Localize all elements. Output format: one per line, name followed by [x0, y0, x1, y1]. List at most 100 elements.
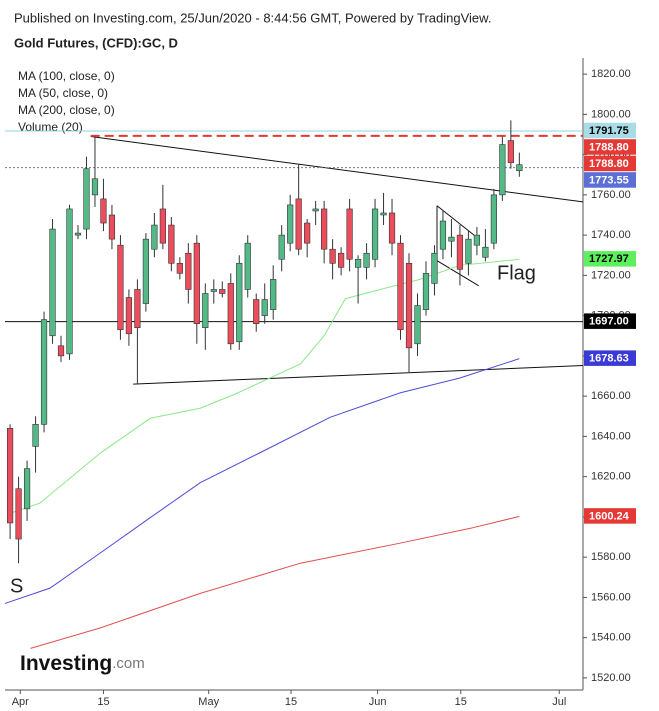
price-label-box	[584, 508, 636, 524]
candle-body	[304, 222, 311, 244]
candle-body	[329, 248, 336, 264]
candle-body	[312, 208, 319, 212]
candle-body	[354, 258, 362, 268]
trend-line	[436, 205, 479, 240]
price-label: 1727.97	[589, 253, 629, 265]
candle-body	[40, 319, 48, 425]
candle-body	[134, 289, 141, 329]
candle-body	[380, 212, 387, 216]
y-tick-label: 1520.00	[591, 672, 631, 684]
y-tick-label: 1740.00	[591, 229, 631, 241]
legend-entry: MA (200, close, 0)	[18, 103, 115, 117]
candle-body	[439, 220, 447, 250]
candle-body	[499, 144, 506, 196]
legend-entry: Volume (20)	[18, 120, 83, 134]
candle-body	[244, 242, 251, 290]
x-tick-label: Jun	[369, 696, 387, 708]
candle-body	[397, 242, 404, 331]
candle-body	[363, 252, 370, 268]
candle-body	[253, 299, 260, 324]
trend-line	[133, 365, 584, 385]
candle-body	[261, 299, 268, 316]
y-tick-label: 1580.00	[591, 551, 631, 563]
y-tick-label: 1720.00	[591, 269, 631, 281]
candle-body	[414, 305, 421, 345]
candle-body	[15, 488, 22, 540]
trend-line	[436, 260, 479, 287]
price-label: 1788.80	[589, 158, 629, 170]
candle-body	[321, 208, 328, 250]
candle-body	[295, 198, 302, 250]
x-tick-label: Apr	[12, 696, 29, 708]
candle-body	[236, 262, 243, 343]
candle-body	[422, 273, 430, 310]
y-tick-label: 1820.00	[591, 68, 631, 80]
logo-suffix: .com	[112, 655, 145, 672]
candle-body	[210, 289, 217, 292]
candle-body	[168, 224, 175, 264]
price-label: 1773.55	[589, 174, 629, 186]
price-label-box	[584, 313, 636, 329]
ma-line	[30, 515, 520, 649]
ma-line	[9, 258, 520, 514]
candle-body	[185, 252, 192, 290]
price-label-box	[584, 155, 636, 172]
x-tick-label: 15	[455, 696, 467, 708]
y-tick-label: 1760.00	[591, 189, 631, 201]
y-tick-label: 1640.00	[591, 430, 631, 442]
candle-body	[448, 236, 455, 242]
candle-body	[388, 212, 396, 244]
candle-body	[193, 242, 200, 324]
candle-body	[117, 244, 124, 331]
annotation: S	[10, 575, 23, 597]
candle-body	[83, 168, 90, 230]
y-tick-label: 1560.00	[591, 591, 631, 603]
price-label: 1678.63	[589, 353, 629, 365]
candle-body	[151, 224, 158, 250]
candle-body	[278, 234, 285, 260]
y-tick-label: 1540.00	[591, 632, 631, 644]
candle-body	[482, 246, 489, 258]
price-label-box	[584, 172, 636, 188]
logo-name: Investing	[20, 652, 112, 675]
candle-body	[227, 283, 234, 345]
y-tick-label: 1620.00	[591, 471, 631, 483]
candle-body	[456, 234, 464, 270]
candle-body	[405, 262, 413, 349]
candle-body	[270, 279, 277, 310]
price-label: 1788.80	[589, 141, 629, 153]
annotation: Flag	[497, 262, 536, 284]
candle-body	[108, 214, 116, 240]
logo: Investing.com	[20, 652, 145, 675]
candle-body	[32, 424, 39, 447]
candle-body	[6, 428, 14, 524]
y-tick-label: 1660.00	[591, 390, 631, 402]
header: Published on Investing.com, 25/Jun/2020 …	[14, 10, 491, 25]
candle-body	[159, 208, 166, 244]
x-tick-label: Jul	[552, 696, 566, 708]
candle-body	[371, 208, 379, 260]
candle-body	[473, 234, 481, 246]
ma-line	[4, 358, 520, 604]
legend-entry: MA (50, close, 0)	[18, 86, 108, 100]
candle-body	[176, 262, 183, 274]
price-label-box	[584, 122, 636, 139]
price-label: 1791.75	[589, 125, 629, 137]
candle-body	[100, 198, 107, 224]
candle-body	[66, 208, 73, 355]
candle-body	[516, 164, 523, 172]
legend-entry: MA (100, close, 0)	[18, 69, 115, 83]
candle-body	[338, 252, 345, 268]
candle-body	[202, 293, 209, 329]
price-label-box	[584, 350, 636, 366]
y-tick-label: 1800.00	[591, 108, 631, 120]
candle-body	[57, 345, 65, 357]
chart-title: Gold Futures, (CFD):GC, D	[14, 35, 178, 50]
candle-body	[23, 468, 31, 510]
price-label: 1697.00	[589, 316, 629, 328]
price-label-box	[584, 251, 636, 267]
price-label-box	[584, 139, 636, 155]
candle-body	[287, 204, 294, 244]
candle-body	[507, 140, 514, 163]
